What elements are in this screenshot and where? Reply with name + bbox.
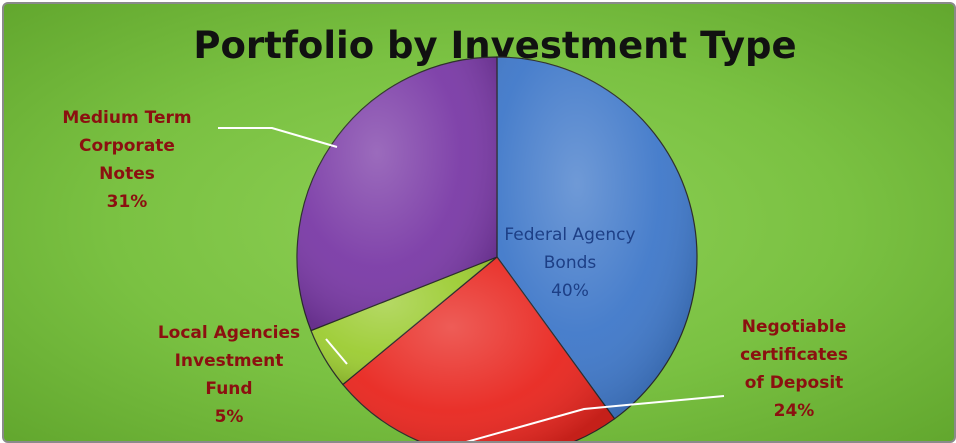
leader-line-local-agencies-fund <box>325 338 348 365</box>
pie-slices <box>296 56 698 441</box>
slice-percent: 5% <box>215 407 244 427</box>
slice-label-local-agencies-fund: Local Agencies Investment Fund 5% <box>158 323 300 427</box>
leader-line-medium-term-notes <box>218 127 338 148</box>
slice-label-line: Investment <box>175 351 284 371</box>
slice-label-negotiable-certificates: Negotiable certificates of Deposit 24% <box>740 317 848 421</box>
pie-slice-shading <box>342 257 615 441</box>
slice-label-line: Fund <box>205 379 252 399</box>
slice-label-line: certificates <box>740 345 848 365</box>
slice-label-line: Notes <box>99 164 155 184</box>
slice-label-line: of Deposit <box>745 373 844 393</box>
pie-slice-shading <box>296 57 497 331</box>
slice-percent: 24% <box>774 401 815 421</box>
leader-line-negotiable-certificates <box>466 395 725 441</box>
slice-label-federal-agency-bonds: Federal Agency Bonds 40% <box>504 225 635 301</box>
slice-label-line: Medium Term <box>62 108 191 128</box>
slice-label-line: Negotiable <box>742 317 847 337</box>
slice-label-medium-term-notes: Medium Term Corporate Notes 31% <box>62 108 191 212</box>
pie-chart: Portfolio by Investment Type Federal Age… <box>62 24 848 441</box>
slice-percent: 31% <box>107 192 148 212</box>
pie-slice-shading <box>497 57 697 419</box>
slice-label-line: Local Agencies <box>158 323 300 343</box>
slice-labels: Federal Agency Bonds 40% Negotiable certific… <box>62 108 848 427</box>
slice-label-line: Federal Agency <box>504 225 635 245</box>
slice-label-line: Bonds <box>544 253 597 273</box>
slice-label-line: Corporate <box>79 136 175 156</box>
leader-lines <box>218 127 725 441</box>
slice-percent: 40% <box>551 281 589 301</box>
pie-slice-shading <box>311 257 497 385</box>
